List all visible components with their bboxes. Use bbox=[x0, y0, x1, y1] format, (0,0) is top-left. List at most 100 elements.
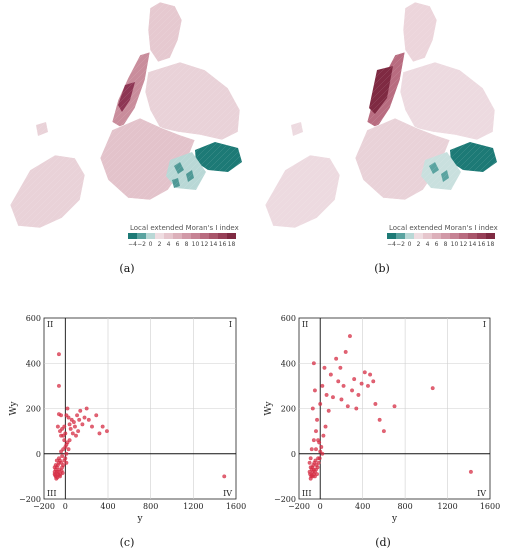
plot-d-point bbox=[317, 440, 322, 445]
plot-d-point bbox=[307, 460, 312, 465]
legend-b-swatch bbox=[432, 233, 441, 239]
plot-d-point bbox=[341, 383, 346, 388]
plot-d-point bbox=[338, 365, 343, 370]
plot-c-ytick-label: 600 bbox=[26, 314, 41, 323]
plot-d-quadrant-II: II bbox=[302, 320, 308, 329]
plot-d-point bbox=[326, 408, 331, 413]
legend-b-tick-label: −4 bbox=[387, 241, 396, 248]
plot-d-xtick-label: 1600 bbox=[480, 502, 500, 511]
caption-d: (d) bbox=[375, 536, 391, 549]
plot-d-point bbox=[359, 381, 364, 386]
legend-b-swatch bbox=[405, 233, 414, 239]
plot-d-ytick-label: 400 bbox=[281, 359, 296, 368]
legend-a-swatch bbox=[200, 233, 209, 239]
legend-a-swatch bbox=[182, 233, 191, 239]
plot-d-quadrant-III: III bbox=[302, 489, 311, 498]
legend-a-tick-label: 10 bbox=[192, 241, 200, 248]
plot-c-xtick-label: 800 bbox=[143, 502, 158, 511]
legend-a-tick-label: −4 bbox=[128, 241, 137, 248]
plot-d-xtick-label: 1200 bbox=[437, 502, 457, 511]
plot-d-ytick-label: 200 bbox=[281, 405, 296, 414]
plot-c-point bbox=[104, 429, 109, 434]
plot-c-point bbox=[86, 417, 91, 422]
plot-c-quadrant-II: II bbox=[47, 320, 53, 329]
legend-b-tick-label: 12 bbox=[460, 241, 468, 248]
plot-c-point bbox=[59, 449, 64, 454]
plot-c-quadrant-IV: IV bbox=[223, 489, 232, 498]
plot-c-point bbox=[67, 422, 72, 427]
plot-c-point bbox=[55, 475, 60, 480]
plot-c-point bbox=[67, 438, 72, 443]
legend-a-swatch bbox=[128, 233, 137, 239]
plot-c-quadrant-I: I bbox=[229, 320, 232, 329]
plot-c-point bbox=[62, 438, 67, 443]
plot-d-point bbox=[362, 370, 367, 375]
legend-a-swatch bbox=[155, 233, 164, 239]
legend-a-swatch bbox=[137, 233, 146, 239]
plot-d-point bbox=[352, 377, 357, 382]
legend-a-tick-label: 16 bbox=[219, 241, 227, 248]
plot-c-point bbox=[61, 463, 66, 468]
plot-d-point bbox=[308, 456, 313, 461]
plot-c-point bbox=[74, 433, 78, 438]
plot-d-point bbox=[328, 372, 333, 377]
plot-d-point bbox=[350, 388, 355, 393]
legend-a-tick-label: 18 bbox=[228, 241, 236, 248]
legend-b-tick-label: 14 bbox=[469, 241, 477, 248]
legend-a-title: Local extended Moran's I index bbox=[130, 224, 239, 232]
plot-c-xtick-label: 1200 bbox=[183, 502, 203, 511]
plot-c-point bbox=[76, 429, 81, 434]
plot-c-point bbox=[100, 424, 105, 429]
plot-d-point bbox=[366, 383, 370, 388]
plot-d-point bbox=[314, 447, 318, 452]
plot-d-point bbox=[310, 406, 315, 411]
plot-c-point bbox=[64, 442, 69, 447]
legend-a-swatch bbox=[164, 233, 173, 239]
plot-d-point bbox=[430, 386, 435, 391]
legend-b-swatch bbox=[459, 233, 468, 239]
plot-c-ytick-label: 0 bbox=[36, 450, 41, 459]
map-a: Local extended Moran's I index−4 −2 0 2 4 6 8 1… bbox=[0, 0, 255, 248]
plot-d-point bbox=[316, 456, 321, 461]
legend-b-swatch bbox=[396, 233, 405, 239]
plot-d-point bbox=[468, 469, 473, 474]
plot-d-point bbox=[311, 361, 316, 366]
plot-d-point bbox=[315, 472, 319, 477]
legend-a-tick-label: 2 bbox=[158, 241, 162, 248]
plot-d-xlabel: y bbox=[391, 514, 398, 524]
plot-d-point bbox=[316, 460, 321, 465]
plot-d-ytick-label: 0 bbox=[291, 450, 296, 459]
plot-c-point bbox=[68, 426, 73, 431]
plot-d-point bbox=[381, 429, 386, 434]
plot-d-point bbox=[354, 406, 359, 411]
legend-b-tick-label: 16 bbox=[478, 241, 486, 248]
legend-b: Local extended Moran's I index−4 −2 0 2 4 6 8 1… bbox=[387, 224, 498, 248]
map-b: Local extended Moran's I index−4 −2 0 2 4 6 8 1… bbox=[255, 0, 510, 248]
legend-a-tick-label: 12 bbox=[201, 241, 209, 248]
legend-a-tick-label: 0 bbox=[149, 241, 153, 248]
plot-d-point bbox=[321, 433, 326, 438]
plot-c-ytick-label: 400 bbox=[26, 359, 41, 368]
plot-d-xtick-label: 800 bbox=[397, 502, 412, 511]
legend-b-tick-label: 6 bbox=[435, 241, 439, 248]
plot-d-point bbox=[336, 379, 341, 384]
plot-c-xlabel: y bbox=[136, 514, 143, 524]
legend-b-tick-label: 10 bbox=[451, 241, 459, 248]
plot-c-point bbox=[84, 406, 89, 411]
plot-d-point bbox=[371, 379, 376, 384]
plot-d-point bbox=[334, 356, 339, 361]
plot-c-point bbox=[90, 424, 94, 429]
plot-c-xtick-label: −200 bbox=[33, 502, 55, 511]
legend-a-tick-label: 14 bbox=[210, 241, 218, 248]
plot-c-point bbox=[52, 469, 57, 474]
plot-c-point bbox=[82, 415, 87, 420]
plot-d-ylabel: Wy bbox=[264, 401, 274, 416]
plot-d-point bbox=[356, 392, 361, 397]
plot-d-ytick-label: 600 bbox=[281, 314, 296, 323]
plot-d-point bbox=[324, 392, 329, 397]
plot-c-point bbox=[62, 424, 67, 429]
plot-d-xtick-label: 400 bbox=[355, 502, 370, 511]
plot-d-point bbox=[368, 372, 373, 377]
legend-a: Local extended Moran's I index−4 −2 0 2 4 6 8 1… bbox=[128, 224, 239, 248]
legend-b-tick-label: 0 bbox=[408, 241, 412, 248]
